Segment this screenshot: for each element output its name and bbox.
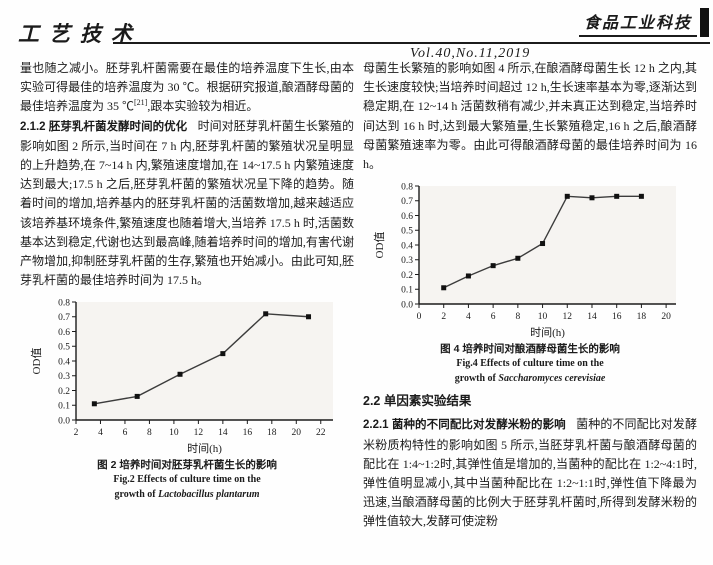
svg-text:时间(h): 时间(h): [187, 442, 222, 455]
svg-text:10: 10: [538, 312, 548, 322]
svg-text:0.3: 0.3: [58, 373, 70, 383]
svg-text:0.6: 0.6: [401, 212, 413, 222]
paragraph-section-2-1-2: 2.1.2 胚芽乳杆菌发酵时间的优化 时间对胚芽乳杆菌生长繁殖的影响如图 2 所示…: [20, 117, 354, 291]
svg-text:2: 2: [74, 428, 79, 438]
species-name: Lactobacillus plantarum: [158, 488, 260, 500]
figure-4-caption: 图 4 培养时间对酿酒酵母菌生长的影响 Fig.4 Effects of cul…: [363, 342, 697, 386]
section-label: 工艺技术: [18, 21, 142, 46]
svg-text:0.4: 0.4: [58, 358, 70, 368]
svg-text:14: 14: [587, 312, 597, 322]
svg-text:0.0: 0.0: [401, 301, 413, 311]
svg-text:2: 2: [441, 312, 446, 322]
header-rule: [113, 42, 710, 44]
text-run: 量也随之减小。胚芽乳杆菌需要在最佳的培养温度下生长,由本实验可得最佳的培养温度为…: [20, 61, 354, 114]
svg-text:10: 10: [169, 428, 179, 438]
svg-text:18: 18: [267, 428, 277, 438]
journal-logo-bar: [700, 8, 709, 37]
svg-text:0.2: 0.2: [401, 271, 413, 281]
svg-text:12: 12: [194, 428, 204, 438]
text-run: 时间对胚芽乳杆菌生长繁殖的影响如图 2 所示,当时间在 7 h 内,胚芽乳杆菌的…: [20, 118, 354, 288]
svg-text:22: 22: [316, 428, 326, 438]
svg-text:0.2: 0.2: [58, 387, 70, 397]
svg-text:OD值: OD值: [30, 348, 43, 375]
svg-text:4: 4: [466, 312, 471, 322]
section-heading-2-2: 2.2 单因素实验结果: [363, 394, 472, 409]
figure-4-caption-en1: Fig.4 Effects of culture time on the: [456, 358, 604, 370]
journal-logo: 食品工业科技: [578, 8, 709, 37]
citation-ref: [21]: [134, 98, 148, 108]
svg-text:0.1: 0.1: [401, 286, 413, 296]
svg-text:时间(h): 时间(h): [530, 326, 565, 339]
svg-text:14: 14: [218, 428, 228, 438]
svg-text:0.3: 0.3: [401, 256, 413, 266]
svg-text:6: 6: [123, 428, 128, 438]
svg-text:0.0: 0.0: [58, 417, 70, 427]
subsection-heading-2-2-1: 2.2.1 菌种的不同配比对发酵米粉的影响: [363, 419, 566, 432]
figure-4-caption-zh: 图 4 培养时间对酿酒酵母菌生长的影响: [440, 343, 620, 356]
figure-2-caption-en1: Fig.2 Effects of culture time on the: [113, 474, 261, 486]
svg-text:8: 8: [147, 428, 152, 438]
figure-4-caption-en2: growth of Saccharomyces cerevisiae: [363, 372, 697, 387]
svg-text:20: 20: [292, 428, 302, 438]
svg-text:4: 4: [98, 428, 103, 438]
journal-logo-text: 食品工业科技: [578, 9, 697, 37]
subsection-heading-2-1-2: 2.1.2 胚芽乳杆菌发酵时间的优化: [20, 120, 188, 133]
paragraph-culture-temperature: 量也随之减小。胚芽乳杆菌需要在最佳的培养温度下生长,由本实验可得最佳的培养温度为…: [20, 59, 354, 117]
svg-text:0.1: 0.1: [58, 402, 70, 412]
text-run: growth of: [454, 372, 499, 384]
fig2-line-chart: 0.0 0.1 0.2 0.3 0.4 0.5 0.6 0.7 0.8 2 4 6 8 10 12 14 16 1…: [30, 299, 333, 455]
svg-text:OD值: OD值: [373, 232, 386, 259]
svg-text:6: 6: [491, 312, 496, 322]
text-run: 菌种的不同配比对发酵米粉质构特性的影响如图 5 所示,当胚芽乳杆菌与酿酒酵母菌的…: [363, 417, 697, 529]
figure-2-caption-zh: 图 2 培养时间对胚芽乳杆菌生长的影响: [97, 459, 277, 472]
svg-text:18: 18: [637, 312, 647, 322]
figure-2-caption: 图 2 培养时间对胚芽乳杆菌生长的影响 Fig.2 Effects of cul…: [20, 458, 354, 502]
svg-text:12: 12: [563, 312, 573, 322]
figure-4: 0.0 0.1 0.2 0.3 0.4 0.5 0.6 0.7 0.8 0 2 4 6 8 10 12 14 16…: [363, 178, 697, 386]
text-run: ,跟本实验较为相近。: [147, 99, 259, 114]
species-name: Saccharomyces cerevisiae: [498, 372, 606, 384]
svg-text:20: 20: [661, 312, 671, 322]
svg-text:0.4: 0.4: [401, 242, 413, 252]
fig4-line-chart: 0.0 0.1 0.2 0.3 0.4 0.5 0.6 0.7 0.8 0 2 4 6 8 10 12 14 16…: [373, 183, 676, 339]
svg-text:0: 0: [417, 312, 422, 322]
volume-info: Vol.40,No.11,2019: [410, 46, 531, 61]
svg-text:0.5: 0.5: [58, 343, 70, 353]
left-column: 量也随之减小。胚芽乳杆菌需要在最佳的培养温度下生长,由本实验可得最佳的培养温度为…: [20, 59, 354, 502]
svg-text:0.8: 0.8: [58, 299, 70, 309]
svg-text:0.7: 0.7: [401, 197, 413, 207]
svg-text:0.5: 0.5: [401, 227, 413, 237]
paragraph-section-2-2-1: 2.2.1 菌种的不同配比对发酵米粉的影响 菌种的不同配比对发酵米粉质构特性的影响…: [363, 415, 697, 531]
right-column: 母菌生长繁殖的影响如图 4 所示,在酿酒酵母菌生长 12 h 之内,其生长速度较…: [363, 59, 697, 532]
figure-2-caption-en2: growth of Lactobacillus plantarum: [20, 488, 354, 503]
svg-text:0.8: 0.8: [401, 183, 413, 193]
svg-text:0.6: 0.6: [58, 328, 70, 338]
text-run: growth of: [114, 488, 159, 500]
svg-text:16: 16: [612, 312, 622, 322]
figure-2: 0.0 0.1 0.2 0.3 0.4 0.5 0.6 0.7 0.8 2 4 6 8 10 12 14 16 1…: [20, 294, 354, 502]
paragraph-yeast-culture-time: 母菌生长繁殖的影响如图 4 所示,在酿酒酵母菌生长 12 h 之内,其生长速度较…: [363, 61, 697, 172]
svg-text:16: 16: [243, 428, 253, 438]
svg-text:8: 8: [515, 312, 520, 322]
svg-text:0.7: 0.7: [58, 314, 70, 324]
